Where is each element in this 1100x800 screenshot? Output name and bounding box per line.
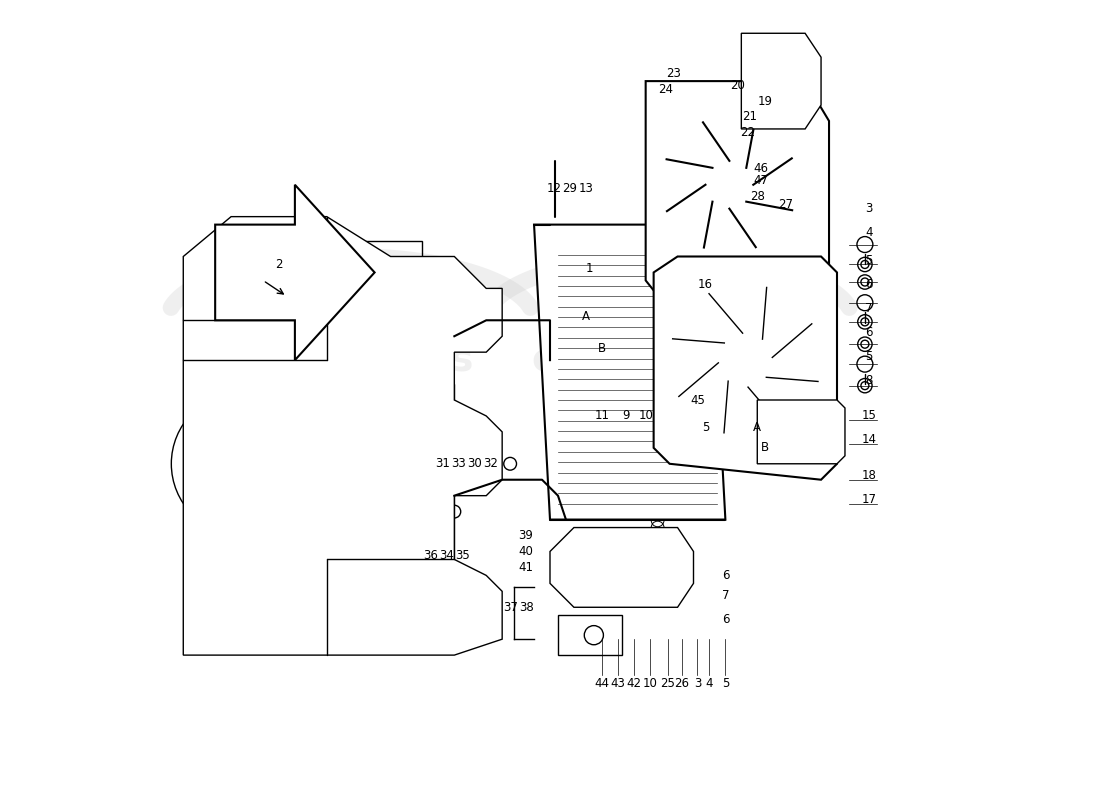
Text: 5: 5 — [702, 422, 710, 434]
Text: 40: 40 — [518, 545, 534, 558]
Text: 9: 9 — [621, 410, 629, 422]
Text: 10: 10 — [642, 677, 657, 690]
Text: 20: 20 — [730, 78, 745, 91]
Text: 25: 25 — [661, 677, 675, 690]
Text: 12: 12 — [547, 182, 561, 195]
Text: 43: 43 — [610, 677, 625, 690]
Text: eurospares: eurospares — [531, 341, 777, 379]
Text: 24: 24 — [658, 82, 673, 95]
Text: eurospares: eurospares — [228, 341, 473, 379]
Text: 6: 6 — [722, 569, 729, 582]
Text: 34: 34 — [439, 549, 454, 562]
Text: 15: 15 — [861, 410, 877, 422]
Polygon shape — [646, 81, 829, 320]
Text: 19: 19 — [758, 94, 772, 107]
Text: 6: 6 — [865, 326, 872, 338]
Text: 7: 7 — [722, 589, 729, 602]
Text: 3: 3 — [866, 202, 872, 215]
Text: 44: 44 — [594, 677, 609, 690]
Polygon shape — [184, 217, 503, 655]
Text: A: A — [582, 310, 590, 322]
Text: 10: 10 — [638, 410, 653, 422]
Text: 41: 41 — [518, 561, 534, 574]
Text: 6: 6 — [722, 613, 729, 626]
Text: 28: 28 — [750, 190, 764, 203]
Text: 3: 3 — [694, 677, 701, 690]
Text: 2: 2 — [275, 258, 283, 271]
Text: 6: 6 — [865, 278, 872, 291]
Text: 35: 35 — [455, 549, 470, 562]
Text: 31: 31 — [434, 458, 450, 470]
Text: 36: 36 — [424, 549, 438, 562]
Text: 21: 21 — [741, 110, 757, 123]
Text: 29: 29 — [562, 182, 578, 195]
Text: 22: 22 — [740, 126, 756, 139]
Text: 37: 37 — [503, 601, 518, 614]
Text: 26: 26 — [674, 677, 689, 690]
Text: 1: 1 — [586, 262, 594, 275]
Text: A: A — [754, 422, 761, 434]
Text: 8: 8 — [866, 374, 872, 386]
Text: 33: 33 — [451, 458, 465, 470]
Text: 18: 18 — [861, 470, 877, 482]
Polygon shape — [535, 225, 725, 519]
Polygon shape — [216, 185, 375, 360]
Text: 27: 27 — [778, 198, 793, 211]
Text: 42: 42 — [626, 677, 641, 690]
Text: 11: 11 — [594, 410, 609, 422]
Polygon shape — [741, 34, 821, 129]
Text: 4: 4 — [706, 677, 713, 690]
Text: 4: 4 — [865, 226, 872, 239]
Text: 23: 23 — [667, 66, 681, 80]
Polygon shape — [757, 400, 845, 464]
Text: 45: 45 — [690, 394, 705, 406]
Text: 13: 13 — [579, 182, 593, 195]
Text: 46: 46 — [754, 162, 769, 175]
Text: 30: 30 — [466, 458, 482, 470]
Text: B: B — [761, 442, 769, 454]
Text: 39: 39 — [518, 529, 534, 542]
Text: 5: 5 — [866, 350, 872, 362]
Text: 47: 47 — [754, 174, 769, 187]
Text: 17: 17 — [861, 493, 877, 506]
Text: 5: 5 — [722, 677, 729, 690]
Text: 32: 32 — [483, 458, 497, 470]
Text: 14: 14 — [861, 434, 877, 446]
Polygon shape — [550, 527, 693, 607]
Text: 38: 38 — [519, 601, 534, 614]
Text: 7: 7 — [865, 302, 872, 315]
Text: 16: 16 — [698, 278, 713, 291]
Text: 5: 5 — [866, 254, 872, 267]
Polygon shape — [653, 257, 837, 480]
Text: B: B — [597, 342, 606, 354]
